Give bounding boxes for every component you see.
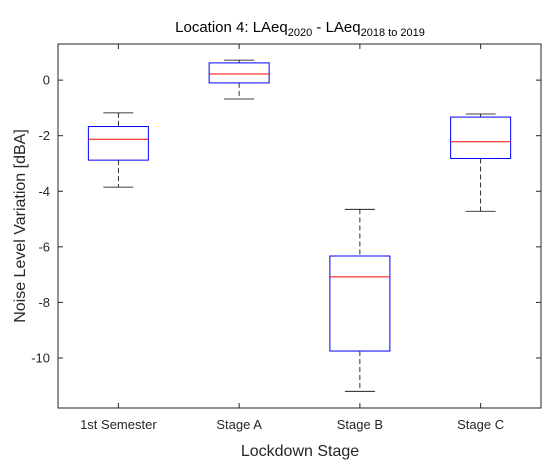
iqr-box [208, 62, 270, 84]
iqr-box [450, 116, 512, 159]
box-2 [208, 59, 270, 100]
x-tick-label: Stage C [457, 417, 504, 432]
box-4 [450, 113, 512, 212]
boxes-layer [87, 59, 512, 392]
y-tick-label: -10 [31, 350, 50, 365]
y-tick-label: -8 [38, 295, 50, 310]
y-axis: 0 -2 -4 -6 -8 -10 [31, 73, 541, 365]
plot-area [57, 43, 542, 409]
x-tick-label: Stage B [337, 417, 383, 432]
box-3 [329, 208, 391, 392]
iqr-box [87, 126, 149, 161]
iqr-box [329, 255, 391, 352]
y-tick-label: 0 [43, 73, 50, 88]
y-tick-label: -6 [38, 239, 50, 254]
chart-title: Location 4: LAeq2020 - LAeq2018 to 2019 [175, 19, 425, 39]
x-axis-label: Lockdown Stage [241, 443, 359, 460]
title-subscript-1: 2020 [288, 27, 312, 39]
y-tick-label: -2 [38, 128, 50, 143]
title-subscript-2: 2018 to 2019 [361, 27, 425, 39]
y-tick-label: -4 [38, 184, 50, 199]
y-axis-label: Noise Level Variation [dBA] [12, 129, 29, 323]
x-axis: 1st Semester Stage A Stage B Stage C [80, 44, 504, 432]
title-middle: - LAeq [312, 19, 360, 36]
x-tick-label: Stage A [216, 417, 262, 432]
title-prefix: Location 4: LAeq [175, 19, 288, 36]
box-1 [87, 112, 149, 188]
x-tick-label: 1st Semester [80, 417, 157, 432]
